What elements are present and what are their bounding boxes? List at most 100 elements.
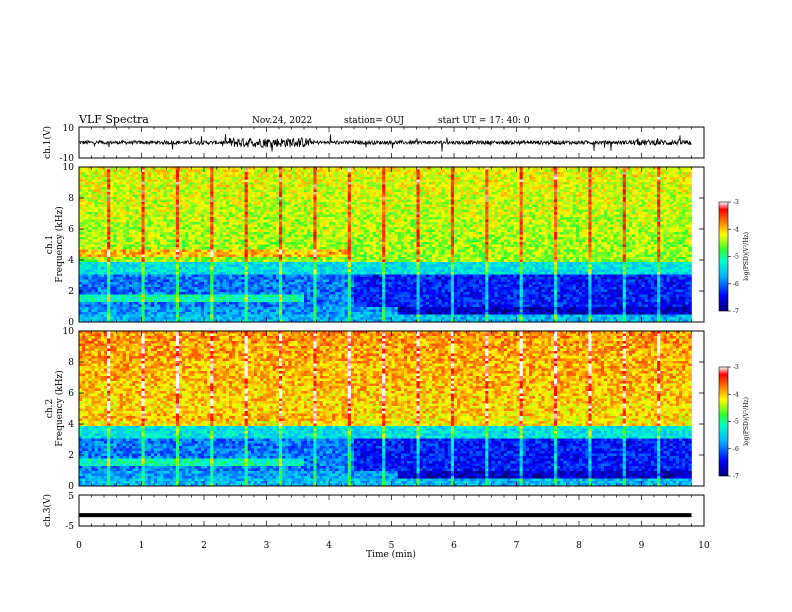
spectrogram-cell [222, 202, 227, 205]
spectrogram-cell [175, 214, 180, 218]
spectrogram-cell [554, 209, 558, 213]
spectrogram-cell [460, 209, 464, 213]
spectrogram-cell [147, 199, 152, 203]
spectrogram-cell [191, 207, 195, 210]
spectrogram-cell [616, 172, 620, 175]
spectrogram-cell [129, 177, 133, 180]
spectrogram-cell [647, 179, 652, 183]
spectrogram-cell [557, 167, 561, 170]
spectrogram-cell [475, 207, 480, 210]
spectrogram-cell [547, 199, 552, 203]
spectrogram-cell [194, 199, 199, 203]
spectrogram-cell [154, 207, 158, 210]
spectrogram-cell [400, 192, 405, 195]
spectrogram-cell [525, 174, 530, 178]
spectrogram-cell [141, 222, 145, 225]
spectrogram-cell [172, 212, 177, 215]
spectrogram-cell [350, 184, 355, 188]
spectrogram-cell [310, 219, 314, 223]
spectrogram-cell [588, 172, 592, 175]
spectrogram-cell [94, 187, 99, 190]
spectrogram-cell [419, 209, 424, 213]
spectrogram-cell [335, 197, 339, 200]
spectrogram-cell [138, 187, 142, 190]
spectrogram-cell [404, 222, 408, 225]
spectrogram-cell [563, 192, 567, 195]
spectrogram-cell [213, 209, 217, 213]
spectrogram-cell [619, 217, 624, 220]
spectrogram-cell [519, 169, 524, 173]
spectrogram-cell [516, 179, 520, 183]
spectrogram-cell [541, 224, 545, 228]
spectrogram-cell [132, 167, 136, 170]
spectrogram-cell [257, 197, 261, 200]
spectrogram-cell [457, 199, 461, 203]
spectrogram-cell [394, 212, 399, 215]
spectrogram-cell [347, 194, 352, 198]
spectrogram-cell [407, 189, 411, 193]
spectrogram-cell [550, 212, 555, 215]
spectrogram-cell [82, 217, 86, 220]
spectrogram-cell [597, 222, 602, 225]
spectrogram-cell [385, 187, 389, 190]
spectrogram-cell [82, 169, 86, 173]
spectrogram-cell [397, 169, 402, 173]
spectrogram-cell [410, 197, 414, 200]
spectrogram-cell [600, 184, 605, 188]
spectrogram-cell [147, 174, 152, 178]
spectrogram-cell [566, 209, 570, 213]
spectrogram-cell [157, 167, 161, 170]
spectrogram-cell [675, 212, 680, 215]
spectrogram-cell [297, 184, 302, 188]
spectrogram-cell [338, 177, 342, 180]
spectrogram-cell [554, 202, 558, 205]
spectrogram-cell [444, 212, 449, 215]
spectrogram-cell [507, 227, 511, 230]
spectrogram-cell [369, 174, 374, 178]
spectrogram-cell [535, 202, 539, 205]
spectrogram-cell [88, 192, 92, 195]
spectrogram-cell [641, 222, 645, 225]
spectrogram-cell [432, 212, 436, 215]
spectrogram-cell [279, 187, 283, 190]
spectrogram-cell [119, 189, 124, 193]
spectrogram-cell [369, 207, 374, 210]
spectrogram-cell [279, 174, 283, 178]
spectrogram-cell [82, 204, 86, 208]
spectrogram-cell [116, 182, 120, 185]
spectrogram-cell [688, 217, 692, 220]
spectrogram-cell [157, 177, 161, 180]
spectrogram-cell [88, 209, 92, 213]
spectrogram-cell [654, 214, 658, 218]
spectrogram-cell [657, 214, 661, 218]
spectrogram-cell [207, 189, 211, 193]
spectrogram-cell [669, 194, 674, 198]
spectrogram-cell [550, 167, 555, 170]
spectrogram-cell [585, 207, 589, 210]
spectrogram-cell [369, 184, 374, 188]
spectrogram-cell [325, 204, 330, 208]
spectrogram-cell [575, 204, 580, 208]
spectrogram-cell [579, 217, 583, 220]
spectrogram-cell [125, 187, 130, 190]
spectrogram-cell [607, 194, 611, 198]
spectrogram-cell [250, 222, 255, 225]
spectrogram-cell [460, 172, 464, 175]
spectrogram-cell [575, 184, 580, 188]
spectrogram-cell [529, 192, 533, 195]
spectrogram-cell [169, 207, 174, 210]
spectrogram-cell [591, 219, 595, 223]
spectrogram-cell [663, 209, 667, 213]
spectrogram-cell [457, 174, 461, 178]
spectrogram-cell [238, 182, 242, 185]
spectrogram-cell [269, 204, 274, 208]
spectrogram-cell [585, 227, 589, 230]
spectrogram-cell [529, 214, 533, 218]
spectrogram-cell [613, 207, 617, 210]
spectrogram-cell [335, 187, 339, 190]
spectrogram-cell [322, 222, 327, 225]
spectrogram-cell [591, 169, 595, 173]
spectrogram-cell [150, 167, 155, 170]
spectrogram-cell [447, 202, 452, 205]
spectrogram-cell [391, 197, 395, 200]
